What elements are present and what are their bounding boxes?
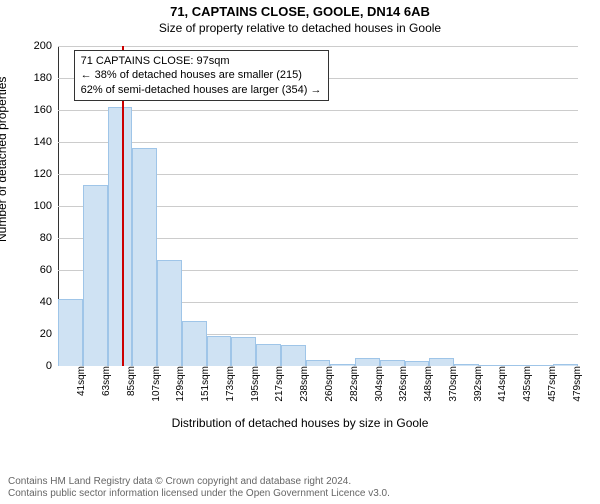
- x-tick-label: 326sqm: [396, 366, 409, 402]
- histogram-bar: [108, 107, 133, 366]
- y-tick-label: 0: [46, 360, 58, 372]
- histogram-bar: [281, 345, 306, 366]
- grid-line: [58, 110, 578, 111]
- y-axis-label: Number of detached properties: [0, 77, 9, 242]
- plot-area: 02040608010012014016018020041sqm63sqm85s…: [58, 46, 578, 366]
- histogram-bar: [58, 299, 83, 366]
- y-tick-label: 60: [40, 264, 58, 276]
- x-tick-label: 370sqm: [446, 366, 459, 402]
- histogram-bar: [429, 358, 454, 366]
- footer-line: Contains public sector information licen…: [8, 488, 390, 500]
- x-tick-label: 304sqm: [372, 366, 385, 402]
- y-tick-label: 160: [34, 104, 58, 116]
- histogram-bar: [182, 321, 207, 366]
- y-tick-label: 20: [40, 328, 58, 340]
- histogram-bar: [83, 185, 108, 366]
- y-tick-label: 80: [40, 232, 58, 244]
- x-tick-label: 41sqm: [74, 366, 87, 396]
- chart-title: 71, CAPTAINS CLOSE, GOOLE, DN14 6AB: [0, 4, 600, 19]
- grid-line: [58, 142, 578, 143]
- x-tick-label: 260sqm: [322, 366, 335, 402]
- x-tick-label: 479sqm: [570, 366, 583, 402]
- x-tick-label: 238sqm: [297, 366, 310, 402]
- histogram-bar: [256, 344, 281, 366]
- x-tick-label: 217sqm: [272, 366, 285, 402]
- footer-line: Contains HM Land Registry data © Crown c…: [8, 476, 390, 488]
- y-tick-label: 40: [40, 296, 58, 308]
- info-box-line: 71 CAPTAINS CLOSE: 97sqm: [81, 54, 322, 68]
- histogram-bar: [231, 337, 256, 366]
- x-tick-label: 414sqm: [495, 366, 508, 402]
- footer-attribution: Contains HM Land Registry data © Crown c…: [8, 476, 390, 500]
- x-tick-label: 348sqm: [421, 366, 434, 402]
- x-tick-label: 435sqm: [520, 366, 533, 402]
- x-tick-label: 392sqm: [471, 366, 484, 402]
- x-tick-label: 151sqm: [198, 366, 211, 402]
- y-tick-label: 100: [34, 200, 58, 212]
- grid-line: [58, 46, 578, 47]
- chart-subtitle: Size of property relative to detached ho…: [0, 21, 600, 35]
- x-tick-label: 107sqm: [149, 366, 162, 402]
- x-axis-label: Distribution of detached houses by size …: [0, 416, 600, 430]
- info-box-line: 62% of semi-detached houses are larger (…: [81, 83, 322, 97]
- histogram-bar: [355, 358, 380, 366]
- x-tick-label: 457sqm: [545, 366, 558, 402]
- histogram-bar: [157, 260, 182, 366]
- y-tick-label: 140: [34, 136, 58, 148]
- y-tick-label: 120: [34, 168, 58, 180]
- info-box-line: ← 38% of detached houses are smaller (21…: [81, 68, 322, 82]
- x-tick-label: 282sqm: [347, 366, 360, 402]
- x-tick-label: 129sqm: [173, 366, 186, 402]
- info-box: 71 CAPTAINS CLOSE: 97sqm← 38% of detache…: [74, 50, 329, 101]
- histogram-bar: [207, 336, 232, 366]
- histogram-bar: [132, 148, 157, 366]
- x-tick-label: 195sqm: [248, 366, 261, 402]
- x-tick-label: 63sqm: [99, 366, 112, 396]
- x-tick-label: 85sqm: [124, 366, 137, 396]
- x-tick-label: 173sqm: [223, 366, 236, 402]
- chart-container: Number of detached properties 0204060801…: [0, 42, 600, 442]
- y-tick-label: 180: [34, 72, 58, 84]
- y-tick-label: 200: [34, 40, 58, 52]
